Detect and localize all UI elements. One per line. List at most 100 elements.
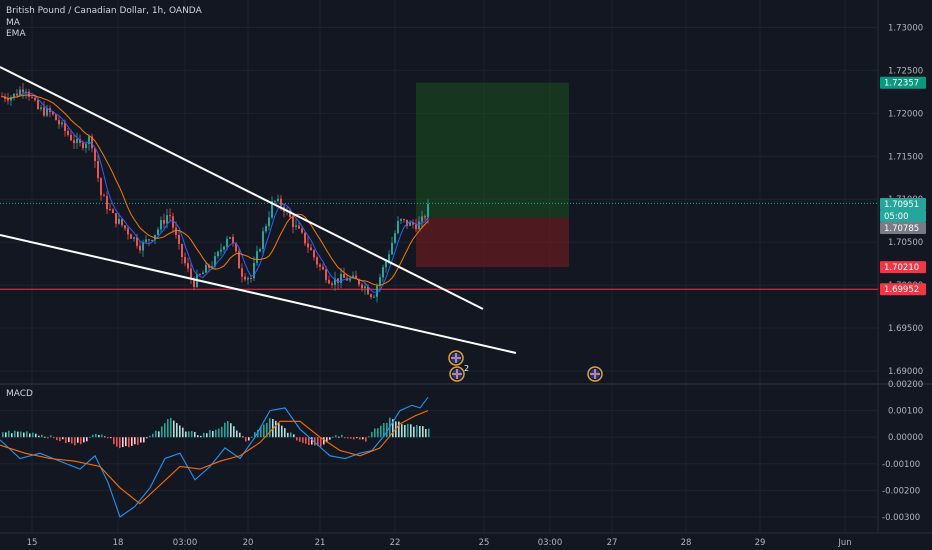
macd-histogram-bar: [398, 421, 400, 438]
uk-flag-event-icon[interactable]: 2: [449, 364, 469, 382]
candle-body: [241, 268, 243, 277]
macd-histogram-bar: [113, 437, 115, 445]
candle-body: [184, 257, 186, 264]
macd-histogram-bar: [317, 437, 319, 446]
candle-body: [256, 251, 258, 264]
candle-body: [313, 250, 315, 258]
candle-body: [43, 107, 45, 116]
macd-histogram-bar: [32, 432, 34, 438]
candle-body: [52, 111, 54, 115]
chart-title: British Pound / Canadian Dollar, 1h, OAN…: [6, 6, 202, 16]
macd-histogram-bar: [155, 430, 157, 438]
macd-tick-label: -0.00200: [882, 486, 920, 496]
candle-body: [238, 251, 240, 269]
macd-histogram-bar: [143, 437, 145, 443]
macd-histogram-bar: [371, 432, 373, 438]
ema-indicator-label[interactable]: EMA: [6, 29, 26, 39]
target-price-badge[interactable]: 1.72357: [880, 76, 926, 89]
macd-histogram-bar: [101, 434, 103, 438]
macd-histogram-bar: [416, 425, 418, 438]
candle-body: [160, 220, 162, 230]
macd-histogram-bar: [41, 434, 43, 438]
lower-trendline: [0, 234, 517, 354]
time-tick-label: Jun: [837, 538, 851, 548]
macd-histogram-bar: [122, 437, 124, 448]
time-tick-label: 18: [113, 538, 124, 548]
stop-loss-zone: [416, 217, 569, 268]
macd-histogram-bar: [17, 431, 19, 438]
macd-histogram-bar: [410, 424, 412, 438]
macd-line: [0, 396, 429, 518]
candle-body: [253, 263, 255, 279]
macd-histogram-bar: [77, 437, 79, 443]
ma-indicator-label[interactable]: MA: [6, 18, 20, 28]
candle-body: [121, 218, 123, 226]
candle-body: [175, 227, 177, 235]
macd-histogram-bar: [89, 436, 91, 438]
macd-indicator-label[interactable]: MACD: [6, 389, 33, 399]
candle-body: [58, 120, 60, 125]
profit-target-zone: [416, 82, 569, 218]
time-tick-label: 28: [681, 538, 692, 548]
macd-histogram-bar: [149, 435, 151, 438]
price-tick-label: 1.72000: [888, 109, 923, 119]
macd-histogram-bar: [140, 437, 142, 443]
macd-histogram-bar: [137, 437, 139, 445]
candle-body: [370, 294, 372, 297]
candle-body: [340, 273, 342, 284]
macd-histogram-bar: [119, 437, 121, 449]
stop-price-badge[interactable]: 1.70210: [880, 261, 926, 274]
upper-trendline: [0, 66, 484, 310]
macd-histogram-bar: [383, 423, 385, 438]
candle-body: [151, 240, 153, 242]
support-price-badge[interactable]: 1.69952: [880, 283, 926, 296]
macd-histogram-bar: [422, 426, 424, 438]
candle-body: [19, 89, 21, 96]
entry-price-badge[interactable]: 1.70785: [880, 222, 926, 234]
macd-histogram-bar: [269, 418, 271, 438]
macd-histogram-bar: [305, 437, 307, 444]
candle-body: [55, 114, 57, 121]
macd-histogram-bar: [98, 434, 100, 438]
stop-price-badge-label: 1.70210: [884, 263, 919, 273]
time-tick-label: 03:00: [538, 538, 563, 548]
macd-histogram-bar: [254, 432, 256, 438]
candle-body: [418, 221, 420, 230]
macd-histogram-bar: [95, 433, 97, 438]
macd-histogram-bar: [170, 417, 172, 438]
uk-flag-event-icon[interactable]: [587, 366, 603, 382]
candle-body: [403, 219, 405, 221]
macd-histogram-bar: [128, 437, 130, 448]
time-tick-label: 21: [315, 538, 326, 548]
candle-body: [211, 266, 213, 268]
candle-body: [178, 234, 180, 244]
macd-histogram-bar: [338, 436, 340, 438]
candle-body: [277, 198, 279, 202]
macd-histogram-bar: [386, 422, 388, 438]
candle-body: [364, 286, 366, 289]
price-tick-label: 1.73000: [888, 23, 923, 33]
last-price-badge[interactable]: 1.70951: [880, 198, 926, 210]
macd-histogram-bar: [62, 437, 64, 440]
macd-histogram-bar: [281, 425, 283, 438]
macd-histogram-bar: [320, 437, 322, 447]
uk-flag-event-icon[interactable]: [448, 350, 464, 366]
candle-body: [391, 242, 393, 255]
candle-body: [361, 284, 363, 289]
macd-tick-label: 0.00100: [888, 407, 923, 417]
candle-body: [28, 91, 30, 97]
macd-histogram-bar: [26, 431, 28, 438]
countdown-badge[interactable]: 05:00: [880, 210, 926, 222]
entry-price-badge-label: 1.70785: [884, 224, 919, 234]
macd-histogram-bar: [167, 419, 169, 438]
candle-body: [262, 231, 264, 250]
price-tick-label: 1.69000: [888, 367, 923, 377]
candle-body: [226, 238, 228, 247]
macd-histogram-bar: [83, 437, 85, 443]
candle-body: [127, 228, 129, 235]
macd-histogram-bar: [344, 437, 346, 439]
candle-body: [244, 276, 246, 280]
macd-histogram-bar: [242, 436, 244, 438]
